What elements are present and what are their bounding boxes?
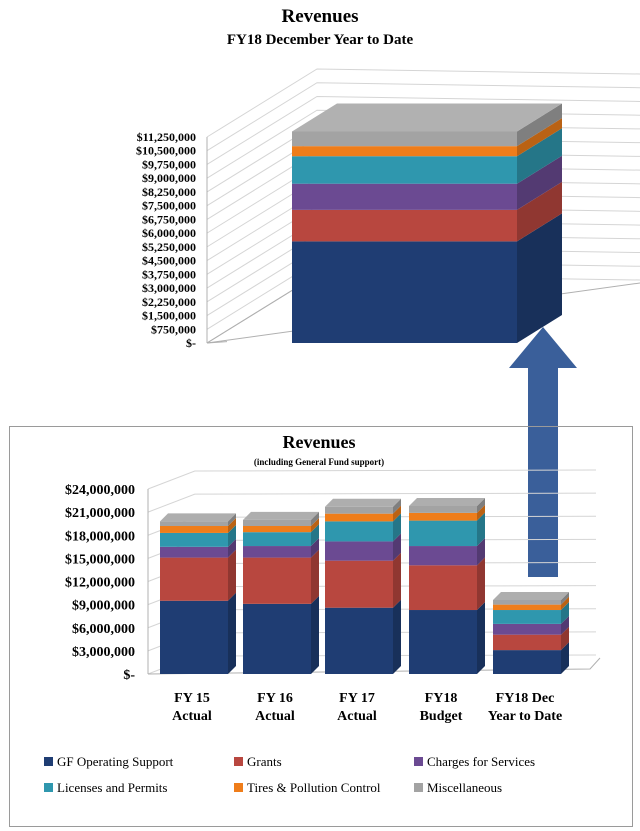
bar-stack [160, 513, 236, 674]
ytick-label: $24,000,000 [65, 483, 135, 498]
category-label: Actual [172, 709, 212, 724]
bar-top-face [493, 592, 569, 600]
bar-segment [325, 514, 393, 522]
bar-stack [243, 512, 319, 674]
gridline [148, 470, 596, 489]
bar-segment [325, 608, 393, 674]
bottom-chart: $- $3,000,000 $6,000,000 $9,000,000 $12,000,… [65, 470, 600, 724]
category-label: FY 16 [257, 691, 293, 706]
legend-item: Licenses and Permits [44, 780, 167, 796]
bar-segment [160, 558, 228, 601]
category-label: Actual [337, 709, 377, 724]
bar-segment [493, 624, 561, 635]
bar-segment [409, 610, 477, 674]
legend-label: Tires & Pollution Control [247, 780, 381, 795]
bar-segment-side [477, 557, 485, 610]
bar-segment [493, 610, 561, 624]
legend-item: GF Operating Support [44, 754, 173, 770]
bar-segment [243, 546, 311, 558]
legend-item: Miscellaneous [414, 780, 502, 796]
bar-segment [409, 521, 477, 546]
bar-top-face [409, 498, 485, 506]
bar-segment [493, 605, 561, 610]
bar-segment [243, 520, 311, 526]
bar-segment-side [228, 550, 236, 601]
legend-label: Grants [247, 754, 282, 769]
legend-label: GF Operating Support [57, 754, 173, 769]
legend-swatch [414, 783, 423, 792]
ytick-label: $9,000,000 [72, 599, 135, 614]
category-label: Budget [420, 709, 463, 724]
bar-top-face [243, 512, 319, 520]
bar-segment [409, 506, 477, 513]
bar-stack [325, 499, 401, 674]
legend-item: Charges for Services [414, 754, 535, 770]
ytick-label: $6,000,000 [72, 622, 135, 637]
legend-swatch [234, 783, 243, 792]
bar-segment-side [311, 596, 319, 674]
category-label: FY18 [425, 691, 458, 706]
bar-top-face [160, 513, 236, 521]
bar-segment [160, 533, 228, 547]
bar-top-face [325, 499, 401, 507]
bar-segment [160, 547, 228, 558]
bar-segment [243, 604, 311, 674]
category-label: Year to Date [488, 709, 562, 724]
legend-swatch [414, 757, 423, 766]
category-label: Actual [255, 709, 295, 724]
category-label: FY18 Dec [496, 691, 555, 706]
bar-segment-side [477, 602, 485, 674]
bottom-ytick-labels: $- $3,000,000 $6,000,000 $9,000,000 $12,000,… [65, 483, 135, 683]
legend-label: Licenses and Permits [57, 780, 167, 795]
legend-swatch [234, 757, 243, 766]
bar-stack [493, 592, 569, 674]
legend-label: Charges for Services [427, 754, 535, 769]
bar-segment [160, 526, 228, 533]
legend-swatch [44, 757, 53, 766]
bar-segment-side [393, 600, 401, 674]
bar-segment [493, 650, 561, 674]
bar-segment [325, 541, 393, 560]
bar-segment [325, 561, 393, 608]
legend-item: Grants [234, 754, 282, 770]
bar-segment [325, 521, 393, 541]
ytick-label: $21,000,000 [65, 506, 135, 521]
category-label: FY 17 [339, 691, 375, 706]
bar-segment [409, 546, 477, 565]
ytick-label: $18,000,000 [65, 529, 135, 544]
bar-segment [243, 526, 311, 532]
legend-item: Tires & Pollution Control [234, 780, 381, 796]
bar-segment-side [228, 593, 236, 674]
bar-stack [409, 498, 485, 674]
ytick-label: $- [123, 668, 135, 683]
bar-segment [160, 601, 228, 674]
bar-segment [409, 565, 477, 610]
bar-segment [325, 507, 393, 514]
ytick-label: $12,000,000 [65, 576, 135, 591]
bar-segment [493, 600, 561, 605]
bar-segment [243, 558, 311, 604]
bar-segment-side [393, 553, 401, 608]
category-label: FY 15 [174, 691, 210, 706]
bar-segment-side [311, 550, 319, 604]
ytick-label: $15,000,000 [65, 552, 135, 567]
bar-segment [493, 635, 561, 650]
legend-swatch [44, 783, 53, 792]
bar-segment [160, 521, 228, 526]
bar-segment [409, 513, 477, 521]
bar-segment [243, 532, 311, 546]
ytick-label: $3,000,000 [72, 645, 135, 660]
legend-label: Miscellaneous [427, 780, 502, 795]
